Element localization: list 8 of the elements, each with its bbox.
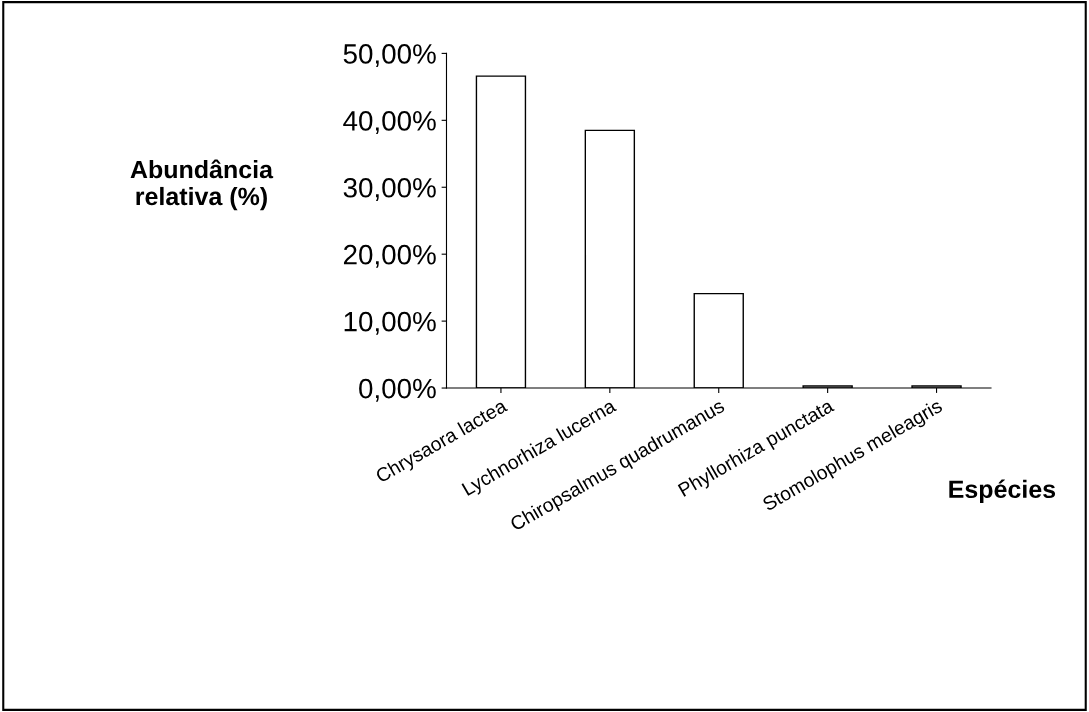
y-axis-title: Abundância relativa (%) [130, 159, 274, 211]
x-axis-title: Espécies [949, 479, 1056, 504]
y-tick-label: 40,00% [343, 111, 436, 134]
y-tick-label: 0,00% [359, 378, 436, 402]
y-tick-label: 30,00% [343, 177, 436, 201]
y-tick-label: 50,00% [343, 44, 436, 68]
y-tick-label: 10,00% [344, 311, 436, 335]
y-tick-label: 20,00% [343, 244, 436, 268]
